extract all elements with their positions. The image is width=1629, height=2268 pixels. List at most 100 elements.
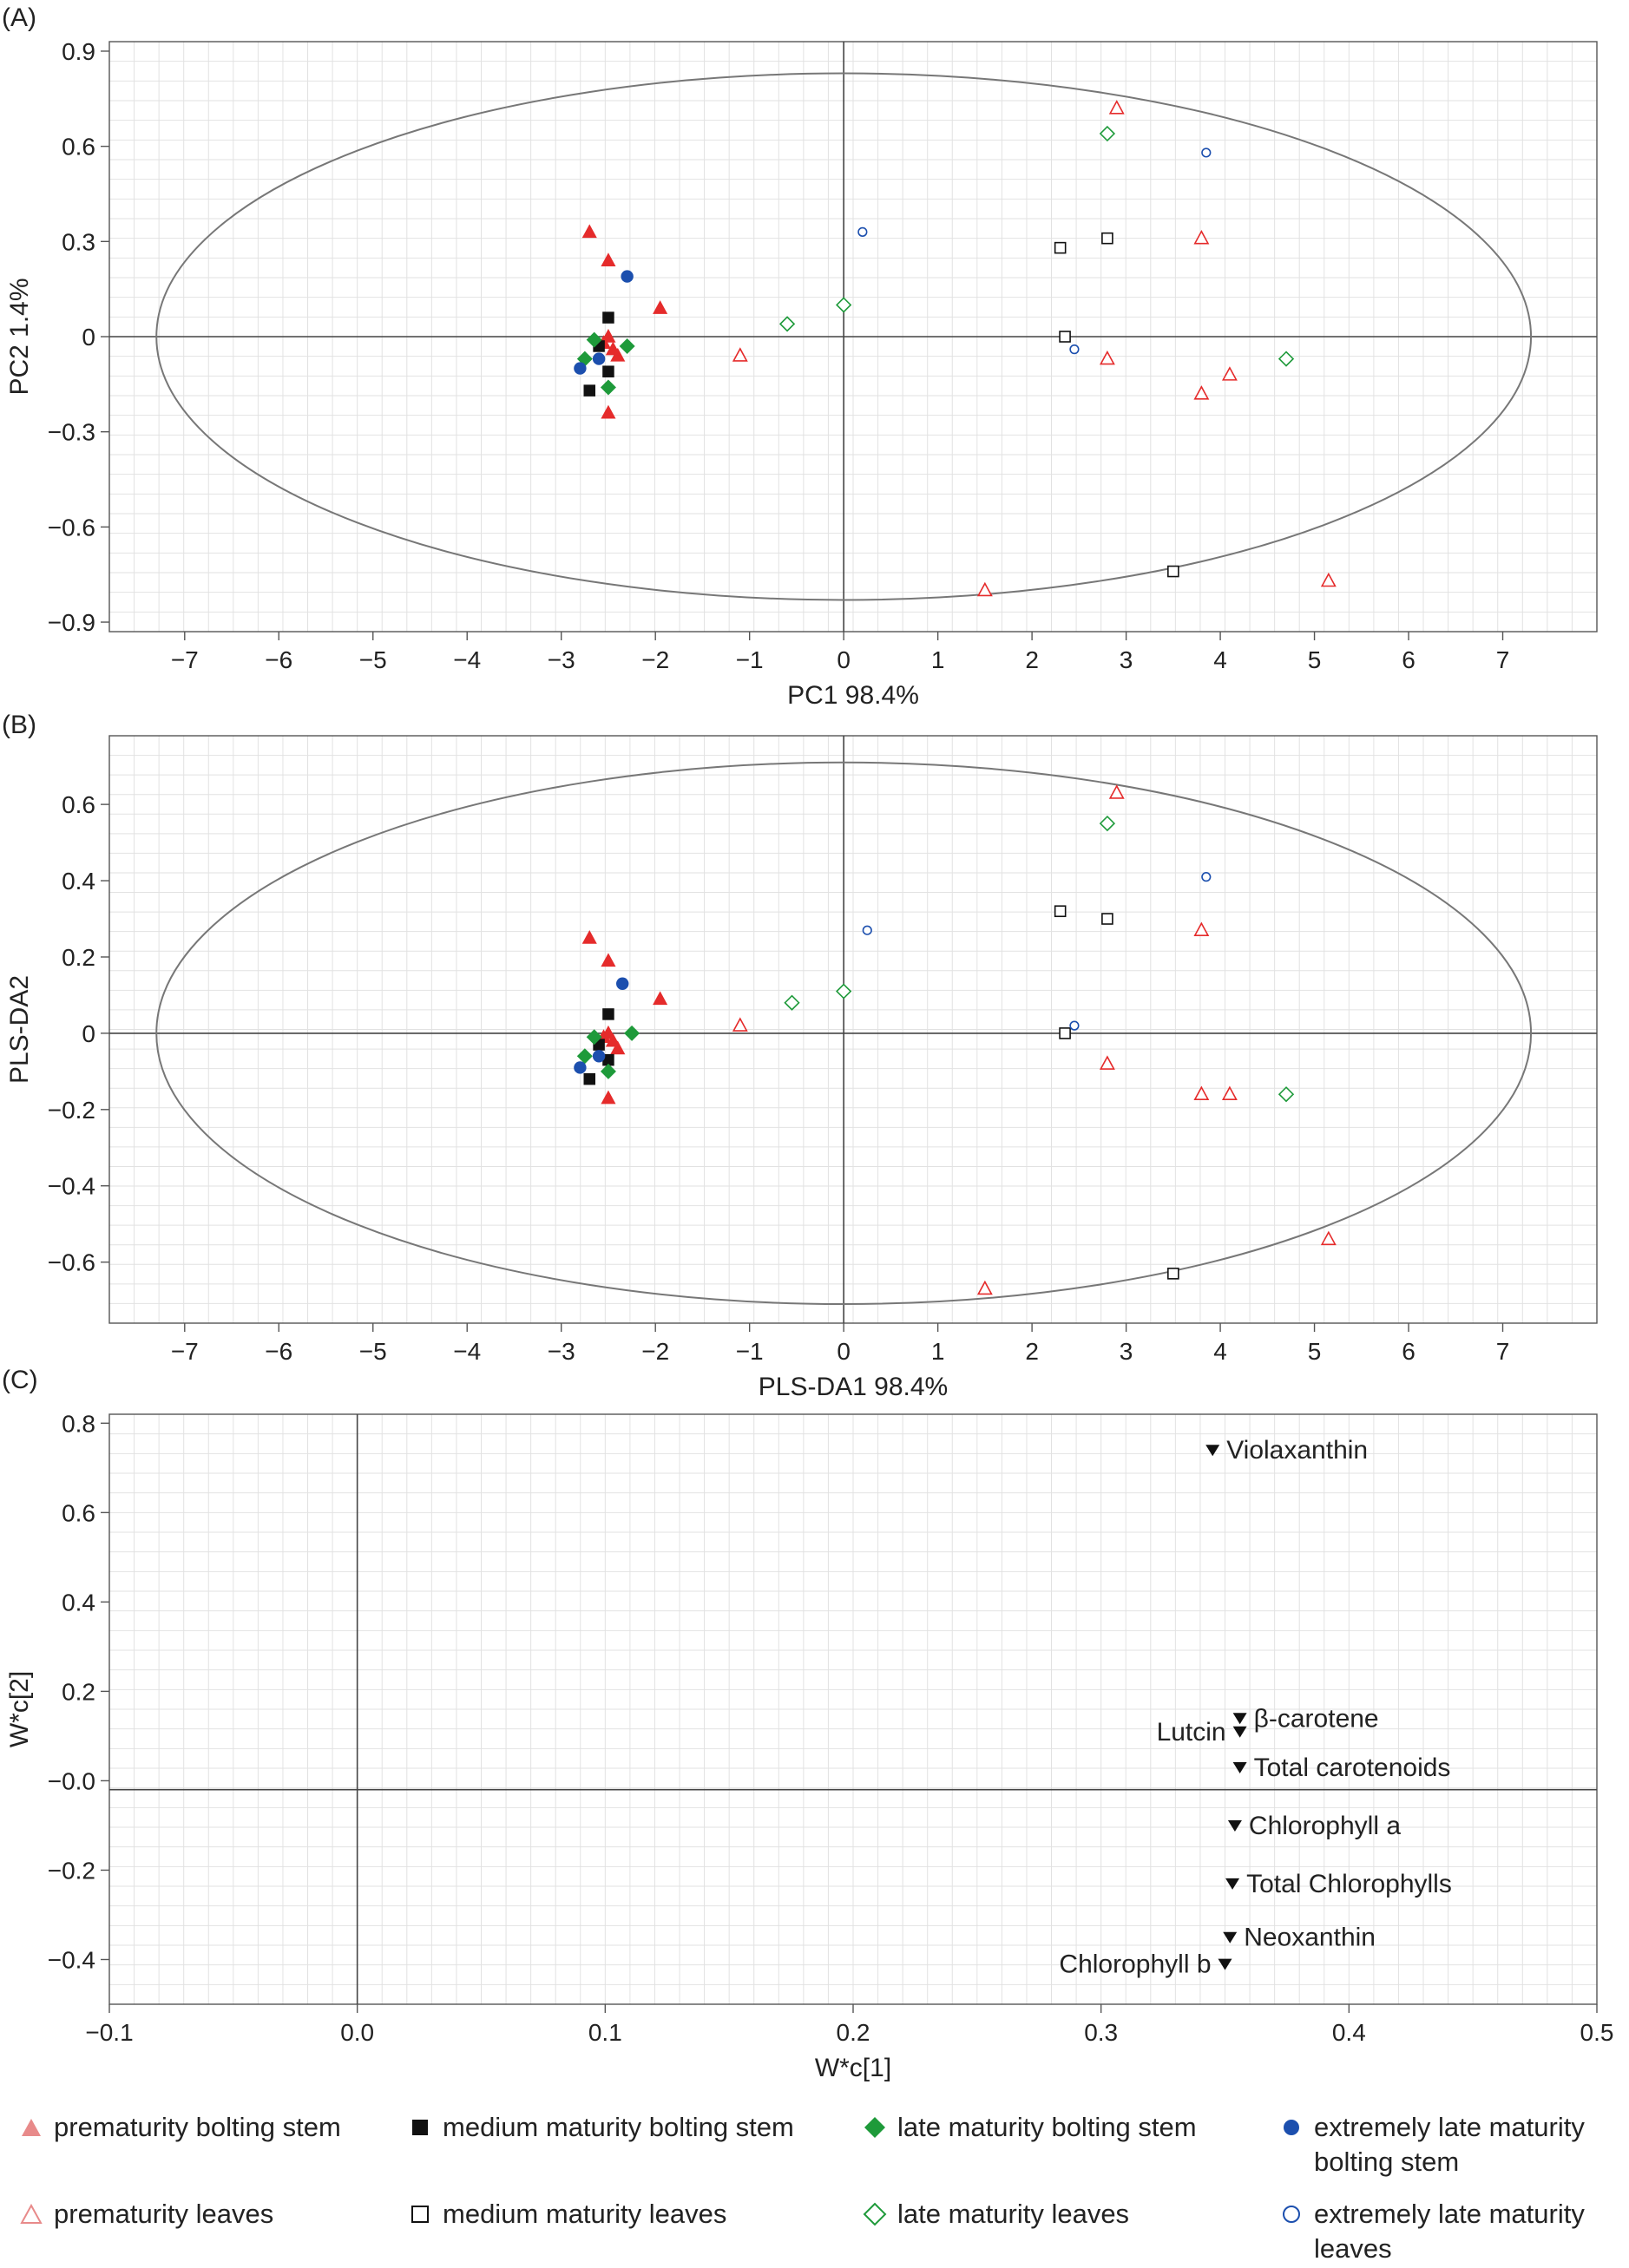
loading-label: Total Chlorophylls xyxy=(1246,1870,1452,1898)
data-point xyxy=(574,362,587,375)
x-tick-label: 0.4 xyxy=(1332,2019,1366,2046)
series-extremely-late-maturity-leaves xyxy=(857,147,1212,355)
y-tick-label: 0.8 xyxy=(62,1410,95,1437)
legend-marker-filled-diamond-icon xyxy=(859,2110,890,2145)
x-tick-label: 3 xyxy=(1120,646,1133,673)
x-tick-label: 0 xyxy=(837,646,851,673)
data-point xyxy=(653,300,668,314)
data-point xyxy=(610,1040,626,1055)
loading-marker xyxy=(1232,1761,1247,1773)
legend-item-extremely-late-leaves: extremely late maturity leaves xyxy=(1276,2197,1585,2266)
x-tick-label: 0 xyxy=(837,1338,851,1365)
y-tick-label: 0.6 xyxy=(62,791,95,818)
x-tick-label: −7 xyxy=(171,1338,199,1365)
legend-item-medium-maturity-bolting-stem: medium maturity bolting stem xyxy=(404,2110,794,2145)
x-tick-label: 3 xyxy=(1120,1338,1133,1365)
x-tick-label: 6 xyxy=(1402,1338,1416,1365)
legend-label: late maturity bolting stem xyxy=(897,2112,1197,2142)
data-point xyxy=(605,1032,621,1047)
y-tick-label: −0.2 xyxy=(48,1097,95,1124)
series-prematurity-bolting-stem xyxy=(581,929,668,1105)
loading-marker xyxy=(1223,1931,1238,1944)
panel-label: (B) xyxy=(2,711,36,739)
data-point xyxy=(1108,100,1125,115)
legend-item-extremely-late-bolting-stem: extremely late maturity bolting stem xyxy=(1276,2110,1585,2180)
x-tick-label: 5 xyxy=(1308,1338,1322,1365)
legend-label: medium maturity bolting stem xyxy=(443,2112,794,2142)
loading-label: Lutcin xyxy=(1157,1718,1226,1747)
legend-marker-open-circle-icon xyxy=(1276,2197,1307,2232)
x-tick-label: −7 xyxy=(171,646,199,673)
panel-label: (C) xyxy=(2,1366,38,1394)
data-point xyxy=(1099,350,1115,365)
x-tick-label: −2 xyxy=(641,1338,669,1365)
series-medium-maturity-leaves xyxy=(1054,232,1179,578)
data-point xyxy=(1101,913,1113,925)
data-point xyxy=(601,1090,616,1105)
x-axis-label: PC1 98.4% xyxy=(787,681,919,710)
loading-marker xyxy=(1232,1713,1247,1725)
loading-marker xyxy=(1227,1819,1242,1832)
data-point xyxy=(836,297,852,313)
data-point xyxy=(601,953,616,967)
data-point xyxy=(784,994,800,1011)
x-tick-label: −4 xyxy=(453,1338,481,1365)
legend-item-prematurity-leaves: prematurity leaves xyxy=(16,2197,273,2232)
series-prematurity-leaves xyxy=(732,784,1337,1295)
data-point xyxy=(1167,565,1179,578)
y-tick-label: −0.2 xyxy=(48,1857,95,1884)
data-point xyxy=(976,581,993,597)
series-prematurity-leaves xyxy=(732,100,1337,597)
x-tick-label: 7 xyxy=(1496,1338,1510,1365)
data-point xyxy=(1059,331,1071,343)
panel-b-plsda-scores: (B) −7 −6 −5 −4 −3 −2 −1 0 1 2 3 4 5 6 7 0.6 0.4 0.2 0 −0.2 −… xyxy=(2,711,1598,1401)
data-point xyxy=(1320,572,1337,587)
x-tick-label: −3 xyxy=(548,1338,575,1365)
x-tick-label: 4 xyxy=(1213,1338,1227,1365)
data-point xyxy=(1193,229,1210,245)
x-tick-label: 0.2 xyxy=(837,2019,870,2046)
legend-label: extremely late maturity bolting stem xyxy=(1314,2112,1585,2177)
loading-marker xyxy=(1225,1878,1240,1890)
data-point xyxy=(1069,344,1080,355)
legend-label: late maturity leaves xyxy=(897,2199,1130,2229)
data-point xyxy=(592,352,606,365)
data-point xyxy=(600,1063,616,1079)
x-tick-label: 0.3 xyxy=(1084,2019,1118,2046)
series-late-maturity-leaves xyxy=(784,815,1295,1103)
data-point xyxy=(1221,1085,1238,1101)
x-tick-label: −5 xyxy=(359,646,387,673)
data-point xyxy=(1167,1268,1179,1280)
y-tick-label: −0.6 xyxy=(48,1249,95,1276)
data-point xyxy=(1193,921,1210,937)
y-tick-label: 0 xyxy=(82,1020,95,1047)
series-extremely-late-maturity-leaves xyxy=(862,872,1212,1031)
loading-label: β-carotene xyxy=(1254,1704,1379,1733)
plot-frame xyxy=(108,735,1598,1324)
x-axis-label: PLS-DA1 98.4% xyxy=(759,1373,948,1401)
y-tick-label: −0.0 xyxy=(48,1767,95,1794)
loading-marker xyxy=(1232,1726,1247,1738)
legend-marker-filled-triangle-icon xyxy=(16,2110,47,2145)
legend-item-late-maturity-leaves: late maturity leaves xyxy=(859,2197,1129,2232)
x-tick-label: 1 xyxy=(931,646,945,673)
data-point xyxy=(732,1017,748,1032)
data-point xyxy=(586,331,602,348)
x-tick-label: −5 xyxy=(359,1338,387,1365)
legend-marker-filled-square-icon xyxy=(404,2110,436,2145)
panel-a-pca-scores: (A) −7 −6 −5 −4 −3 −2 −1 0 1 2 3 4 5 6 7 0.9 0.6 0.3 0 −0.3 −… xyxy=(2,3,1598,710)
data-point xyxy=(602,311,614,324)
data-point xyxy=(600,379,616,396)
x-tick-label: 0.5 xyxy=(1580,2019,1614,2046)
data-point xyxy=(1193,1085,1210,1101)
legend-item-medium-maturity-leaves: medium maturity leaves xyxy=(404,2197,726,2232)
data-point xyxy=(1069,1020,1080,1031)
data-point xyxy=(1320,1230,1337,1246)
figure-canvas: (A) −7 −6 −5 −4 −3 −2 −1 0 1 2 3 4 5 6 7 0.9 0.6 0.3 0 −0.3 −… xyxy=(2,3,1614,2082)
data-point xyxy=(581,929,597,944)
data-point xyxy=(1099,125,1116,142)
data-point xyxy=(1201,147,1212,158)
legend: prematurity bolting stem medium maturity… xyxy=(0,2100,1629,2268)
legend-label: extremely late maturity leaves xyxy=(1314,2199,1585,2264)
y-tick-label: 0 xyxy=(82,324,95,351)
